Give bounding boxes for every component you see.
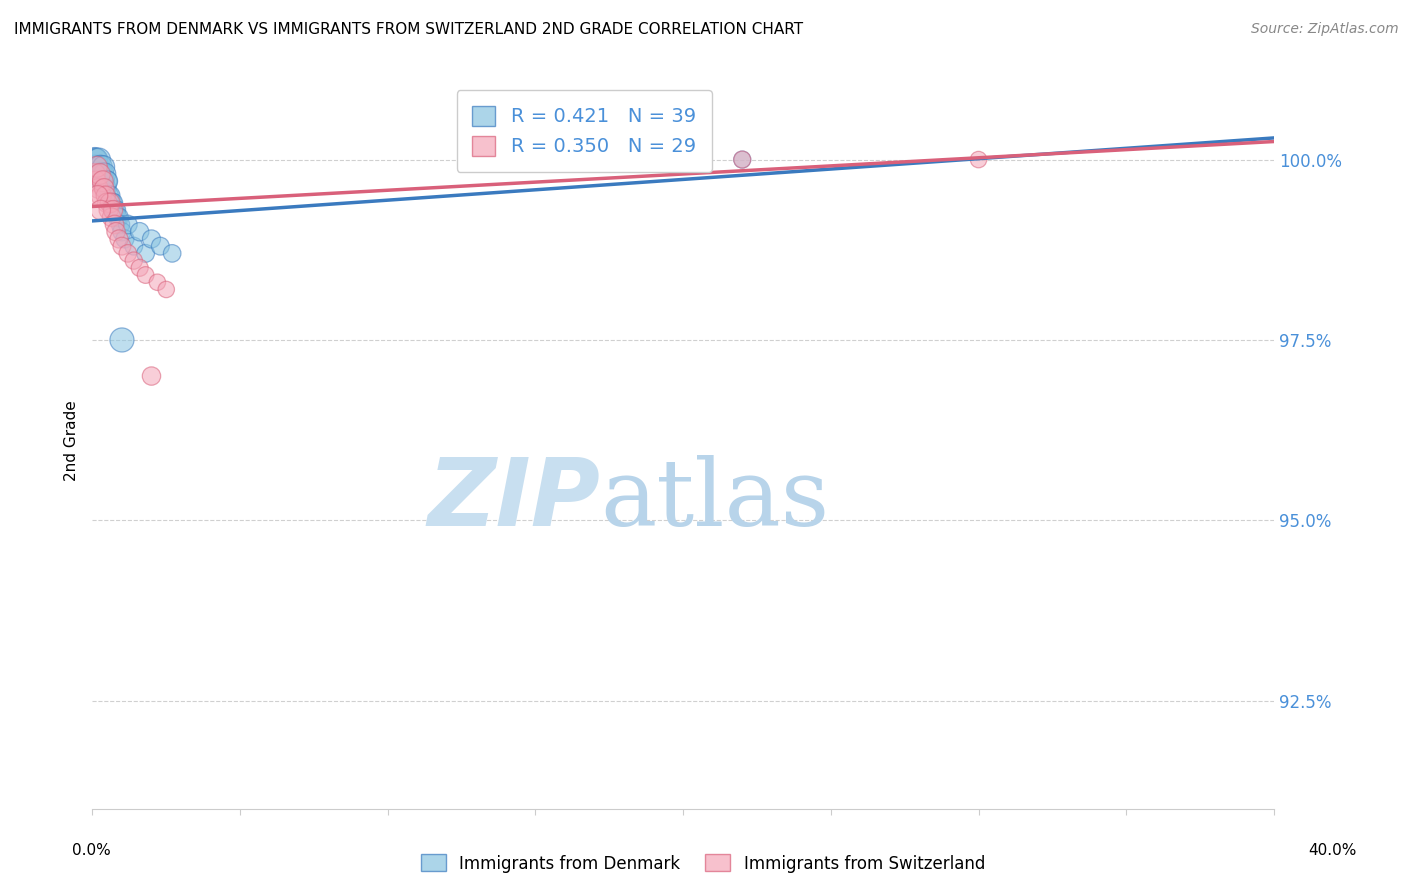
Point (100, 211, 122, 225)
Point (117, 246, 139, 260)
Text: atlas: atlas (600, 455, 830, 545)
Point (96, 195, 118, 210)
Point (111, 225, 134, 239)
Point (93, 174, 115, 188)
Point (87, 153, 110, 167)
Point (114, 232, 136, 246)
Point (135, 268, 157, 282)
Point (967, 153, 990, 167)
Point (89, 167, 111, 181)
Point (100, 195, 122, 210)
Point (97, 203, 120, 218)
Point (135, 246, 157, 260)
Point (93, 160, 115, 174)
Point (101, 203, 124, 218)
Point (122, 239, 145, 253)
Point (90, 167, 112, 181)
Point (103, 218, 125, 232)
Text: IMMIGRANTS FROM DENMARK VS IMMIGRANTS FROM SWITZERLAND 2ND GRADE CORRELATION CHA: IMMIGRANTS FROM DENMARK VS IMMIGRANTS FR… (14, 22, 803, 37)
Point (97, 188, 120, 202)
Text: 0.0%: 0.0% (72, 843, 111, 858)
Point (98, 195, 121, 210)
Point (90, 174, 112, 188)
Point (107, 211, 129, 225)
Point (91, 174, 114, 188)
Point (105, 225, 128, 239)
Point (160, 246, 183, 260)
Point (128, 260, 150, 275)
Legend: R = 0.421   N = 39, R = 0.350   N = 29: R = 0.421 N = 39, R = 0.350 N = 29 (457, 90, 711, 172)
Point (91, 167, 114, 181)
Point (111, 333, 134, 347)
Point (86, 160, 108, 174)
Text: ZIP: ZIP (427, 454, 600, 546)
Text: 40.0%: 40.0% (1309, 843, 1357, 858)
Point (96, 174, 118, 188)
Point (111, 239, 134, 253)
Point (89, 167, 111, 181)
Point (731, 153, 754, 167)
Point (108, 211, 131, 225)
Point (94, 188, 117, 202)
Point (149, 239, 172, 253)
Point (86, 153, 108, 167)
Point (96, 174, 118, 188)
Point (84, 174, 107, 188)
Point (87, 167, 110, 181)
Point (101, 195, 124, 210)
Point (103, 203, 125, 218)
Point (94, 181, 117, 195)
Point (117, 218, 139, 232)
Point (141, 369, 163, 384)
Point (87, 160, 110, 174)
Text: Source: ZipAtlas.com: Source: ZipAtlas.com (1251, 22, 1399, 37)
Point (141, 232, 163, 246)
Point (122, 253, 145, 268)
Point (83, 160, 105, 174)
Point (94, 167, 117, 181)
Legend: Immigrants from Denmark, Immigrants from Switzerland: Immigrants from Denmark, Immigrants from… (415, 847, 991, 880)
Point (90, 160, 112, 174)
Point (87, 181, 110, 195)
Point (128, 225, 150, 239)
Point (93, 181, 115, 195)
Y-axis label: 2nd Grade: 2nd Grade (65, 401, 79, 482)
Point (90, 203, 112, 218)
Point (108, 232, 131, 246)
Point (110, 218, 132, 232)
Point (105, 203, 128, 218)
Point (84, 160, 107, 174)
Point (731, 153, 754, 167)
Point (87, 188, 110, 202)
Point (155, 283, 177, 297)
Point (146, 275, 169, 289)
Point (84, 153, 107, 167)
Point (98, 188, 121, 202)
Point (83, 153, 105, 167)
Point (83, 167, 105, 181)
Point (90, 188, 112, 202)
